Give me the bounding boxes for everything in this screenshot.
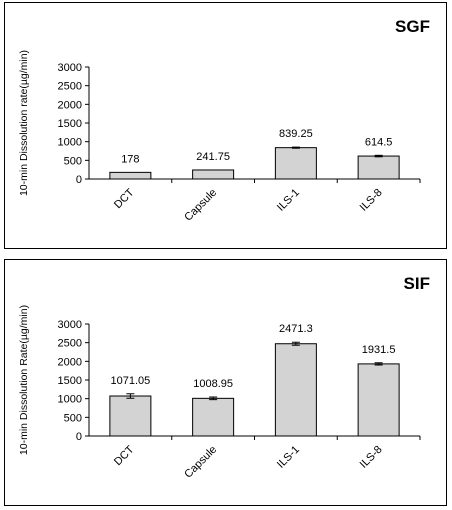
x-tick-label: Capsule [182,187,219,224]
bar [274,147,317,180]
y-tick-label: 2500 [58,81,82,93]
y-tick-label: 0 [76,431,82,443]
x-tick-label: Capsule [182,444,219,481]
y-tick-label: 3000 [58,62,82,74]
bar [274,343,317,437]
bar [192,397,235,437]
data-label: 241.75 [196,151,230,163]
x-tick-label: ILS-1 [275,444,302,471]
data-label: 1071.05 [110,375,150,387]
bar [357,363,400,437]
bar [109,171,152,180]
chart-sif: 10-min Dissolution Rate(µg/min) 0 500 1000 1… [18,305,421,481]
x-tick-label: ILS-1 [275,187,302,214]
chart-panel-sif: SIF 10-min Dissolution Rate(µg/min) 0 500 1… [4,259,447,506]
bar [109,395,152,437]
x-tick-label: ILS-8 [358,187,385,214]
y-axis-label: 10-min Dissolution rate(µg/min) [18,50,30,196]
chart-sgf: 10-min Dissolution rate(µg/min) 0 500 1000 1… [18,50,421,224]
chart-title: SGF [395,17,430,36]
data-label: 1931.5 [362,344,396,356]
bar [357,155,400,180]
y-tick-label: 500 [64,155,82,167]
chart-panel-sgf: SGF 10-min Dissolution rate(µg/min) 0 500 1… [4,2,447,249]
x-tick-label: ILS-8 [358,444,385,471]
y-tick-label: 2000 [58,356,82,368]
y-tick-label: 1500 [58,118,82,130]
y-tick-label: 1000 [58,137,82,149]
data-label: 839.25 [279,128,313,140]
data-label: 2471.3 [279,323,313,335]
bar [192,169,235,180]
data-label: 178 [121,153,139,165]
data-label: 1008.95 [193,378,233,390]
y-tick-label: 2000 [58,99,82,111]
y-tick-label: 3000 [58,319,82,331]
y-tick-label: 2500 [58,338,82,350]
y-tick-label: 1000 [58,394,82,406]
y-axis-label: 10-min Dissolution Rate(µg/min) [18,305,30,455]
data-label: 614.5 [365,136,393,148]
y-tick-label: 0 [76,174,82,186]
x-tick-label: DCT [112,443,137,468]
chart-title: SIF [403,274,430,293]
y-tick-label: 500 [64,412,82,424]
y-tick-label: 1500 [58,375,82,387]
x-tick-label: DCT [112,186,137,211]
